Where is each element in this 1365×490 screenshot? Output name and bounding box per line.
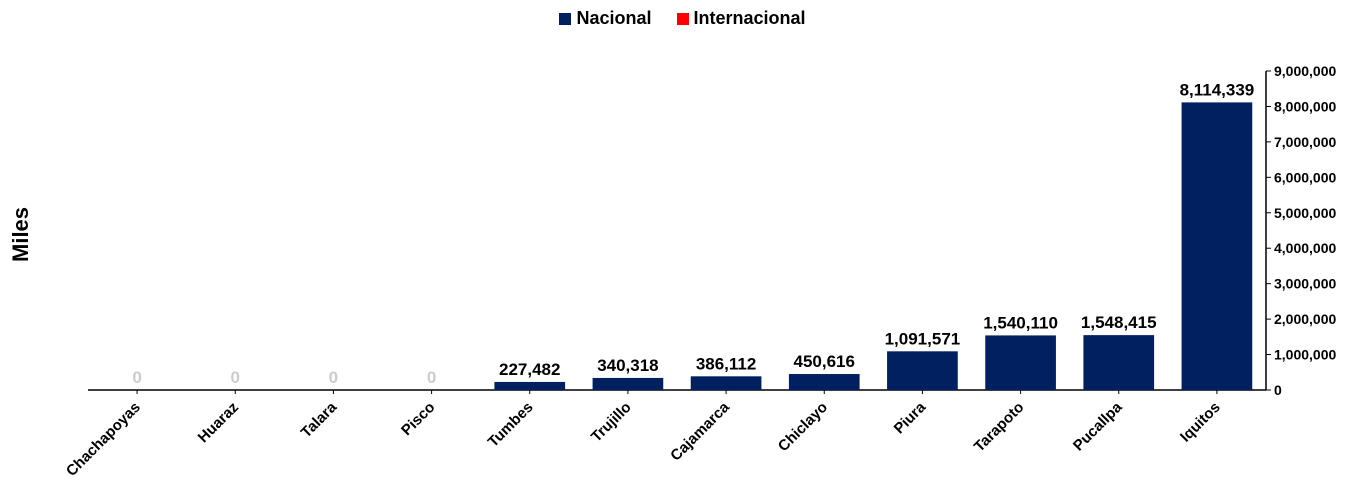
bar	[690, 376, 762, 390]
data-label: 1,091,571	[885, 329, 961, 348]
data-label: 1,540,110	[983, 313, 1058, 332]
x-tick-label: Iquitos	[1177, 399, 1224, 446]
bar	[985, 335, 1056, 390]
y-tick-label: 2,000,000	[1274, 311, 1336, 327]
legend-swatch-nacional	[559, 12, 572, 25]
x-tick-label: Tumbes	[485, 399, 537, 451]
data-label: 8,114,339	[1180, 80, 1255, 99]
x-tick-label: Pucallpa	[1070, 398, 1126, 454]
bar	[887, 351, 958, 390]
data-label: 386,112	[696, 354, 757, 373]
x-tick-label: Tarapoto	[971, 399, 1028, 456]
data-label: 0	[231, 368, 240, 387]
y-tick-label: 7,000,000	[1274, 134, 1336, 150]
y-tick-label: 8,000,000	[1274, 98, 1336, 114]
data-label: 1,548,415	[1081, 313, 1157, 332]
x-tick-label: Talara	[298, 398, 341, 441]
bar	[1181, 102, 1253, 391]
x-tick-label: Huaraz	[195, 399, 242, 446]
y-tick-label: 3,000,000	[1274, 276, 1336, 292]
legend-label-nacional: Nacional	[576, 8, 652, 28]
x-tick-label: Cajamarca	[667, 398, 733, 464]
data-label: 0	[329, 368, 338, 387]
chart-legend: Nacional Internacional	[0, 8, 1365, 30]
legend-swatch-internacional	[676, 12, 689, 25]
bar	[788, 374, 860, 390]
y-tick-label: 0	[1274, 382, 1282, 398]
y-tick-label: 9,000,000	[1274, 63, 1336, 79]
data-label: 0	[132, 368, 141, 387]
x-tick-label: Trujillo	[588, 399, 635, 446]
x-tick-label: Pisco	[398, 399, 438, 439]
bar	[1083, 335, 1155, 390]
data-label: 340,318	[597, 356, 658, 375]
y-tick-label: 1,000,000	[1274, 347, 1336, 363]
bar	[494, 381, 566, 390]
y-tick-label: 6,000,000	[1274, 169, 1336, 185]
legend-label-internacional: Internacional	[693, 8, 806, 28]
data-label: 227,482	[499, 360, 560, 379]
x-tick-label: Chachapoyas	[63, 399, 144, 480]
x-tick-label: Piura	[891, 398, 930, 437]
data-label: 0	[427, 368, 436, 387]
bar	[592, 377, 664, 390]
legend-item-internacional: Internacional	[676, 8, 806, 29]
data-label: 450,616	[794, 352, 855, 371]
legend-item-nacional: Nacional	[559, 8, 651, 29]
y-tick-label: 5,000,000	[1274, 205, 1336, 221]
y-tick-label: 4,000,000	[1274, 240, 1336, 256]
x-tick-label: Chiclayo	[775, 399, 831, 455]
